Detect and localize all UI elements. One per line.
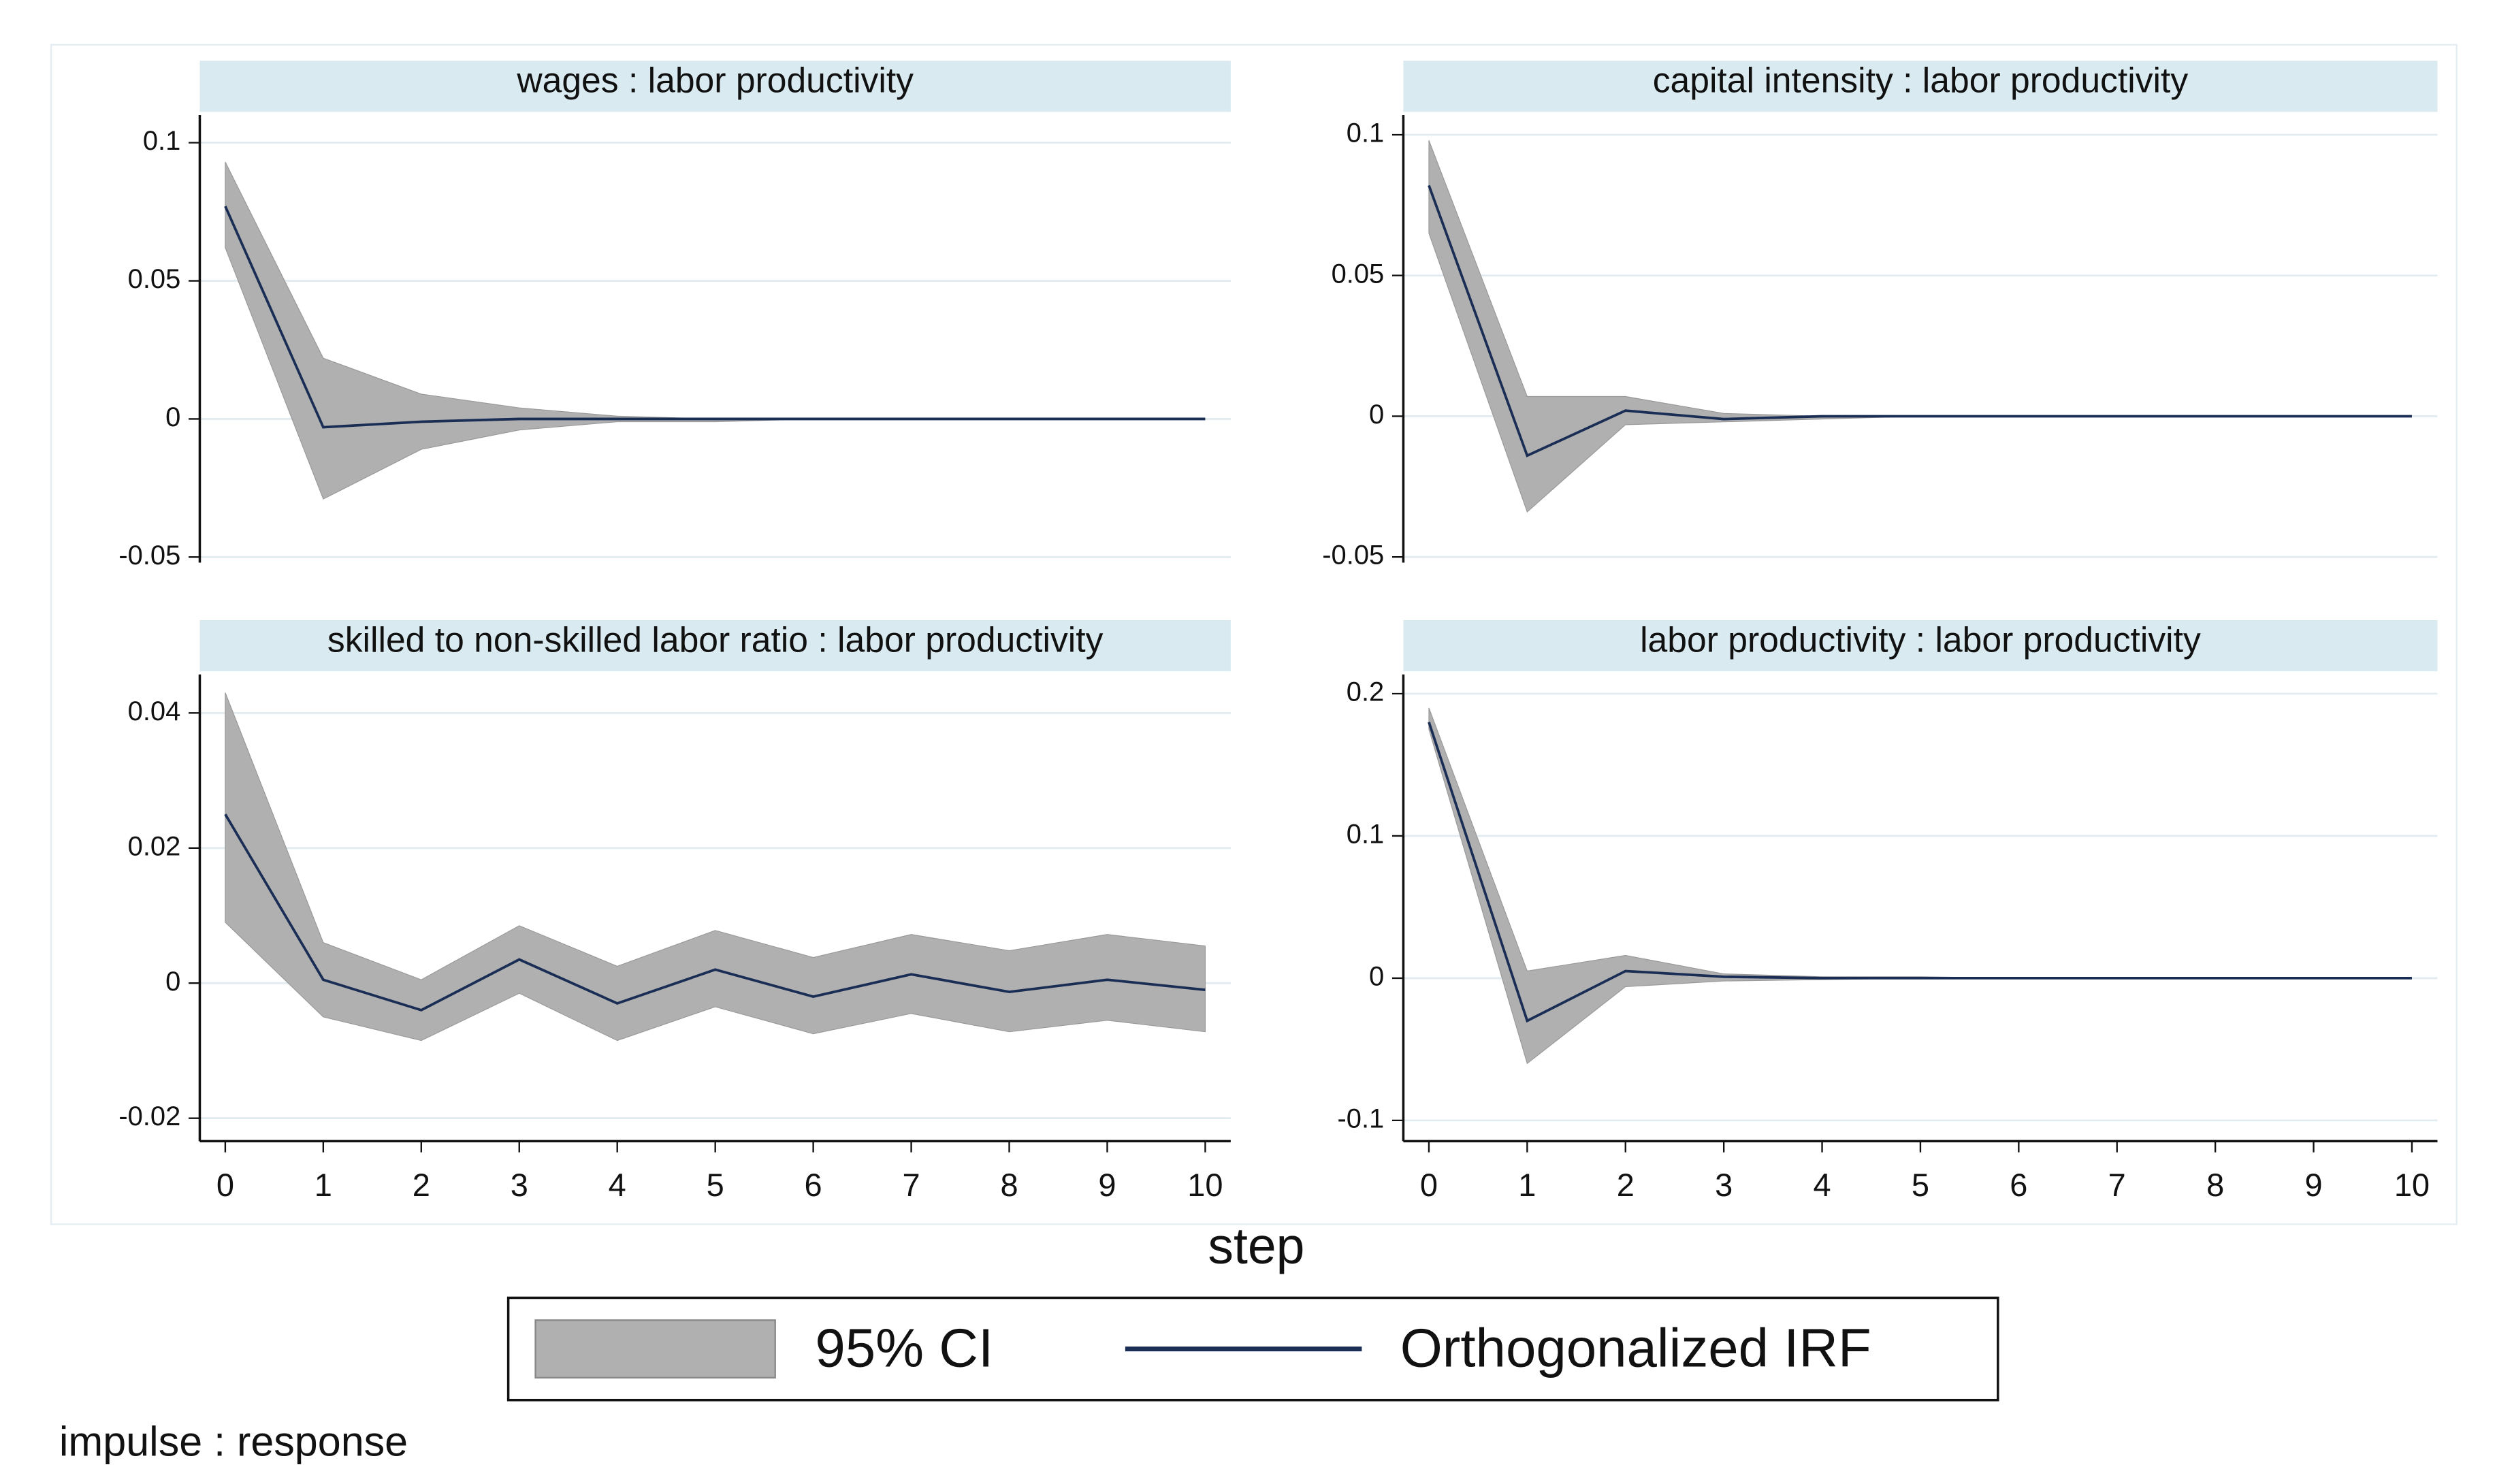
x-tick-label: 9 (2304, 1167, 2322, 1203)
y-tick-label: 0.1 (1347, 820, 1384, 850)
x-tick-label: 6 (805, 1167, 822, 1203)
x-tick-label: 0 (216, 1167, 234, 1203)
legend-swatch (534, 1319, 776, 1379)
y-tick-label: 0.04 (128, 696, 181, 726)
x-tick-label: 8 (1000, 1167, 1018, 1203)
y-tick-label: 0.2 (1347, 677, 1384, 707)
panel-title: labor productivity : labor productivity (1640, 619, 2201, 659)
y-tick-label: -0.05 (118, 541, 180, 570)
x-tick-label: 3 (511, 1167, 528, 1203)
x-tick-label: 2 (413, 1167, 430, 1203)
strip (1403, 619, 2438, 672)
y-tick-label: 0.05 (1332, 259, 1385, 289)
y-tick-label: 0.02 (128, 831, 181, 861)
y-tick-label: -0.05 (1322, 541, 1384, 570)
y-tick-label: 0 (165, 402, 180, 432)
ci-band (225, 692, 1206, 1042)
x-tick-label: 4 (1813, 1167, 1831, 1203)
x-tick-label: 4 (609, 1167, 626, 1203)
irf-line (224, 813, 1206, 1012)
y-tick-label: 0.1 (1347, 118, 1384, 148)
strip (1403, 61, 2438, 112)
legend-label: Orthogonalized IRF (1400, 1317, 1871, 1378)
x-tick-label: 10 (2394, 1167, 2430, 1203)
y-tick-label: 0 (1369, 400, 1384, 430)
note: impulse : response (59, 1419, 408, 1465)
y-tick-label: -0.02 (118, 1101, 180, 1131)
x-tick-label: 5 (707, 1167, 724, 1203)
x-tick-label: 2 (1617, 1167, 1635, 1203)
irf-line (1428, 184, 2412, 457)
y-tick-label: 0 (1369, 961, 1384, 991)
y-tick-label: 0.05 (128, 264, 181, 294)
panel-title: skilled to non-skilled labor ratio : lab… (327, 619, 1104, 659)
irf-line (1428, 722, 2412, 1023)
y-tick-label: 0.1 (143, 126, 180, 156)
x-tick-label: 0 (1420, 1167, 1438, 1203)
x-tick-label: 1 (1518, 1167, 1536, 1203)
panel-title: capital intensity : labor productivity (1653, 61, 2189, 100)
x-tick-label: 3 (1715, 1167, 1733, 1203)
x-tick-label: 7 (903, 1167, 920, 1203)
x-tick-label: 5 (1912, 1167, 1929, 1203)
strip (199, 619, 1231, 672)
x-tick-label: 1 (315, 1167, 332, 1203)
x-tick-label: 6 (2010, 1167, 2027, 1203)
irf-line (224, 206, 1206, 429)
y-tick-label: 0 (165, 967, 180, 997)
y-tick-label: -0.1 (1337, 1103, 1384, 1133)
x-axis-label: step (1208, 1217, 1304, 1274)
panel-title: wages : labor productivity (516, 61, 914, 100)
x-tick-label: 7 (2108, 1167, 2126, 1203)
x-tick-label: 10 (1187, 1167, 1223, 1203)
strip (199, 61, 1231, 112)
legend-label: 95% CI (815, 1317, 993, 1378)
x-tick-label: 8 (2206, 1167, 2224, 1203)
x-tick-label: 9 (1098, 1167, 1116, 1203)
